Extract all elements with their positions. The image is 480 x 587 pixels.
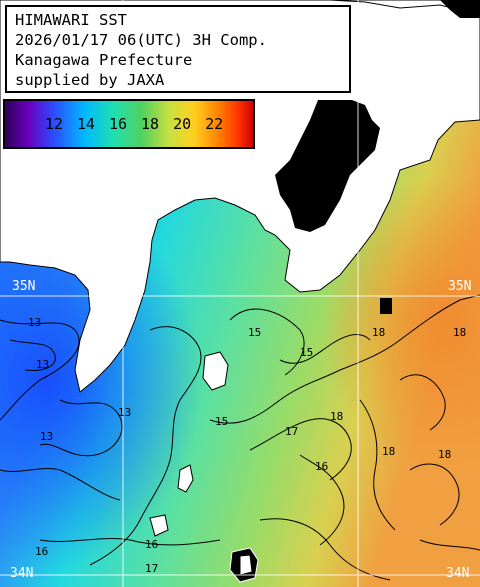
title-supplier: supplied by JAXA	[15, 71, 165, 89]
contour-label: 17	[285, 425, 298, 438]
lat-label-35n-right: 35N	[448, 279, 472, 294]
island	[239, 554, 253, 576]
isotherm-contours	[0, 294, 480, 581]
contour-label: 18	[372, 326, 385, 339]
contour-label: 18	[453, 326, 466, 339]
island	[177, 464, 194, 493]
lat-label-35n-left: 35N	[12, 279, 36, 294]
legend-colorbar	[4, 100, 254, 148]
lat-label-34n-left: 34N	[10, 566, 34, 581]
legend-labels: 12 14 16 18 20 22	[5, 101, 253, 147]
contour-labels: 13 13 13 13 15 15 15 16 16 16 17 17 18 18 18 18 18	[28, 316, 466, 575]
title-product: HIMAWARI SST	[15, 11, 127, 29]
contour-label: 13	[40, 430, 53, 443]
legend-label: 14	[76, 115, 95, 133]
title-region: Kanagawa Prefecture	[15, 51, 193, 69]
contour-label: 13	[36, 358, 49, 371]
contour-label: 18	[438, 448, 451, 461]
contour-label: 15	[215, 415, 228, 428]
contour-label: 15	[300, 346, 313, 359]
legend-label: 18	[141, 115, 160, 133]
no-data-speck	[380, 298, 392, 314]
title-panel: HIMAWARI SST 2026/01/17 06(UTC) 3H Comp.…	[5, 5, 351, 93]
island	[202, 351, 229, 391]
contour-label: 16	[145, 538, 158, 551]
title-datetime: 2026/01/17 06(UTC) 3H Comp.	[15, 31, 267, 49]
contour-label: 13	[28, 316, 41, 329]
no-data-area	[275, 100, 380, 232]
legend-label: 22	[205, 115, 224, 133]
no-data-speck	[440, 0, 480, 18]
contour-label: 13	[118, 406, 131, 419]
legend-panel: 12 14 16 18 20 22	[3, 99, 255, 149]
contour-label: 16	[315, 460, 328, 473]
legend-label: 20	[173, 115, 192, 133]
contour-label: 15	[248, 326, 261, 339]
land-kanagawa	[0, 0, 480, 393]
contour-label: 18	[330, 410, 343, 423]
legend-label: 12	[44, 115, 63, 133]
lat-label-34n-right: 34N	[446, 566, 470, 581]
contour-label: 18	[382, 445, 395, 458]
contour-label: 16	[35, 545, 48, 558]
island	[149, 514, 169, 537]
contour-label: 17	[145, 562, 158, 575]
legend-label: 16	[108, 115, 127, 133]
